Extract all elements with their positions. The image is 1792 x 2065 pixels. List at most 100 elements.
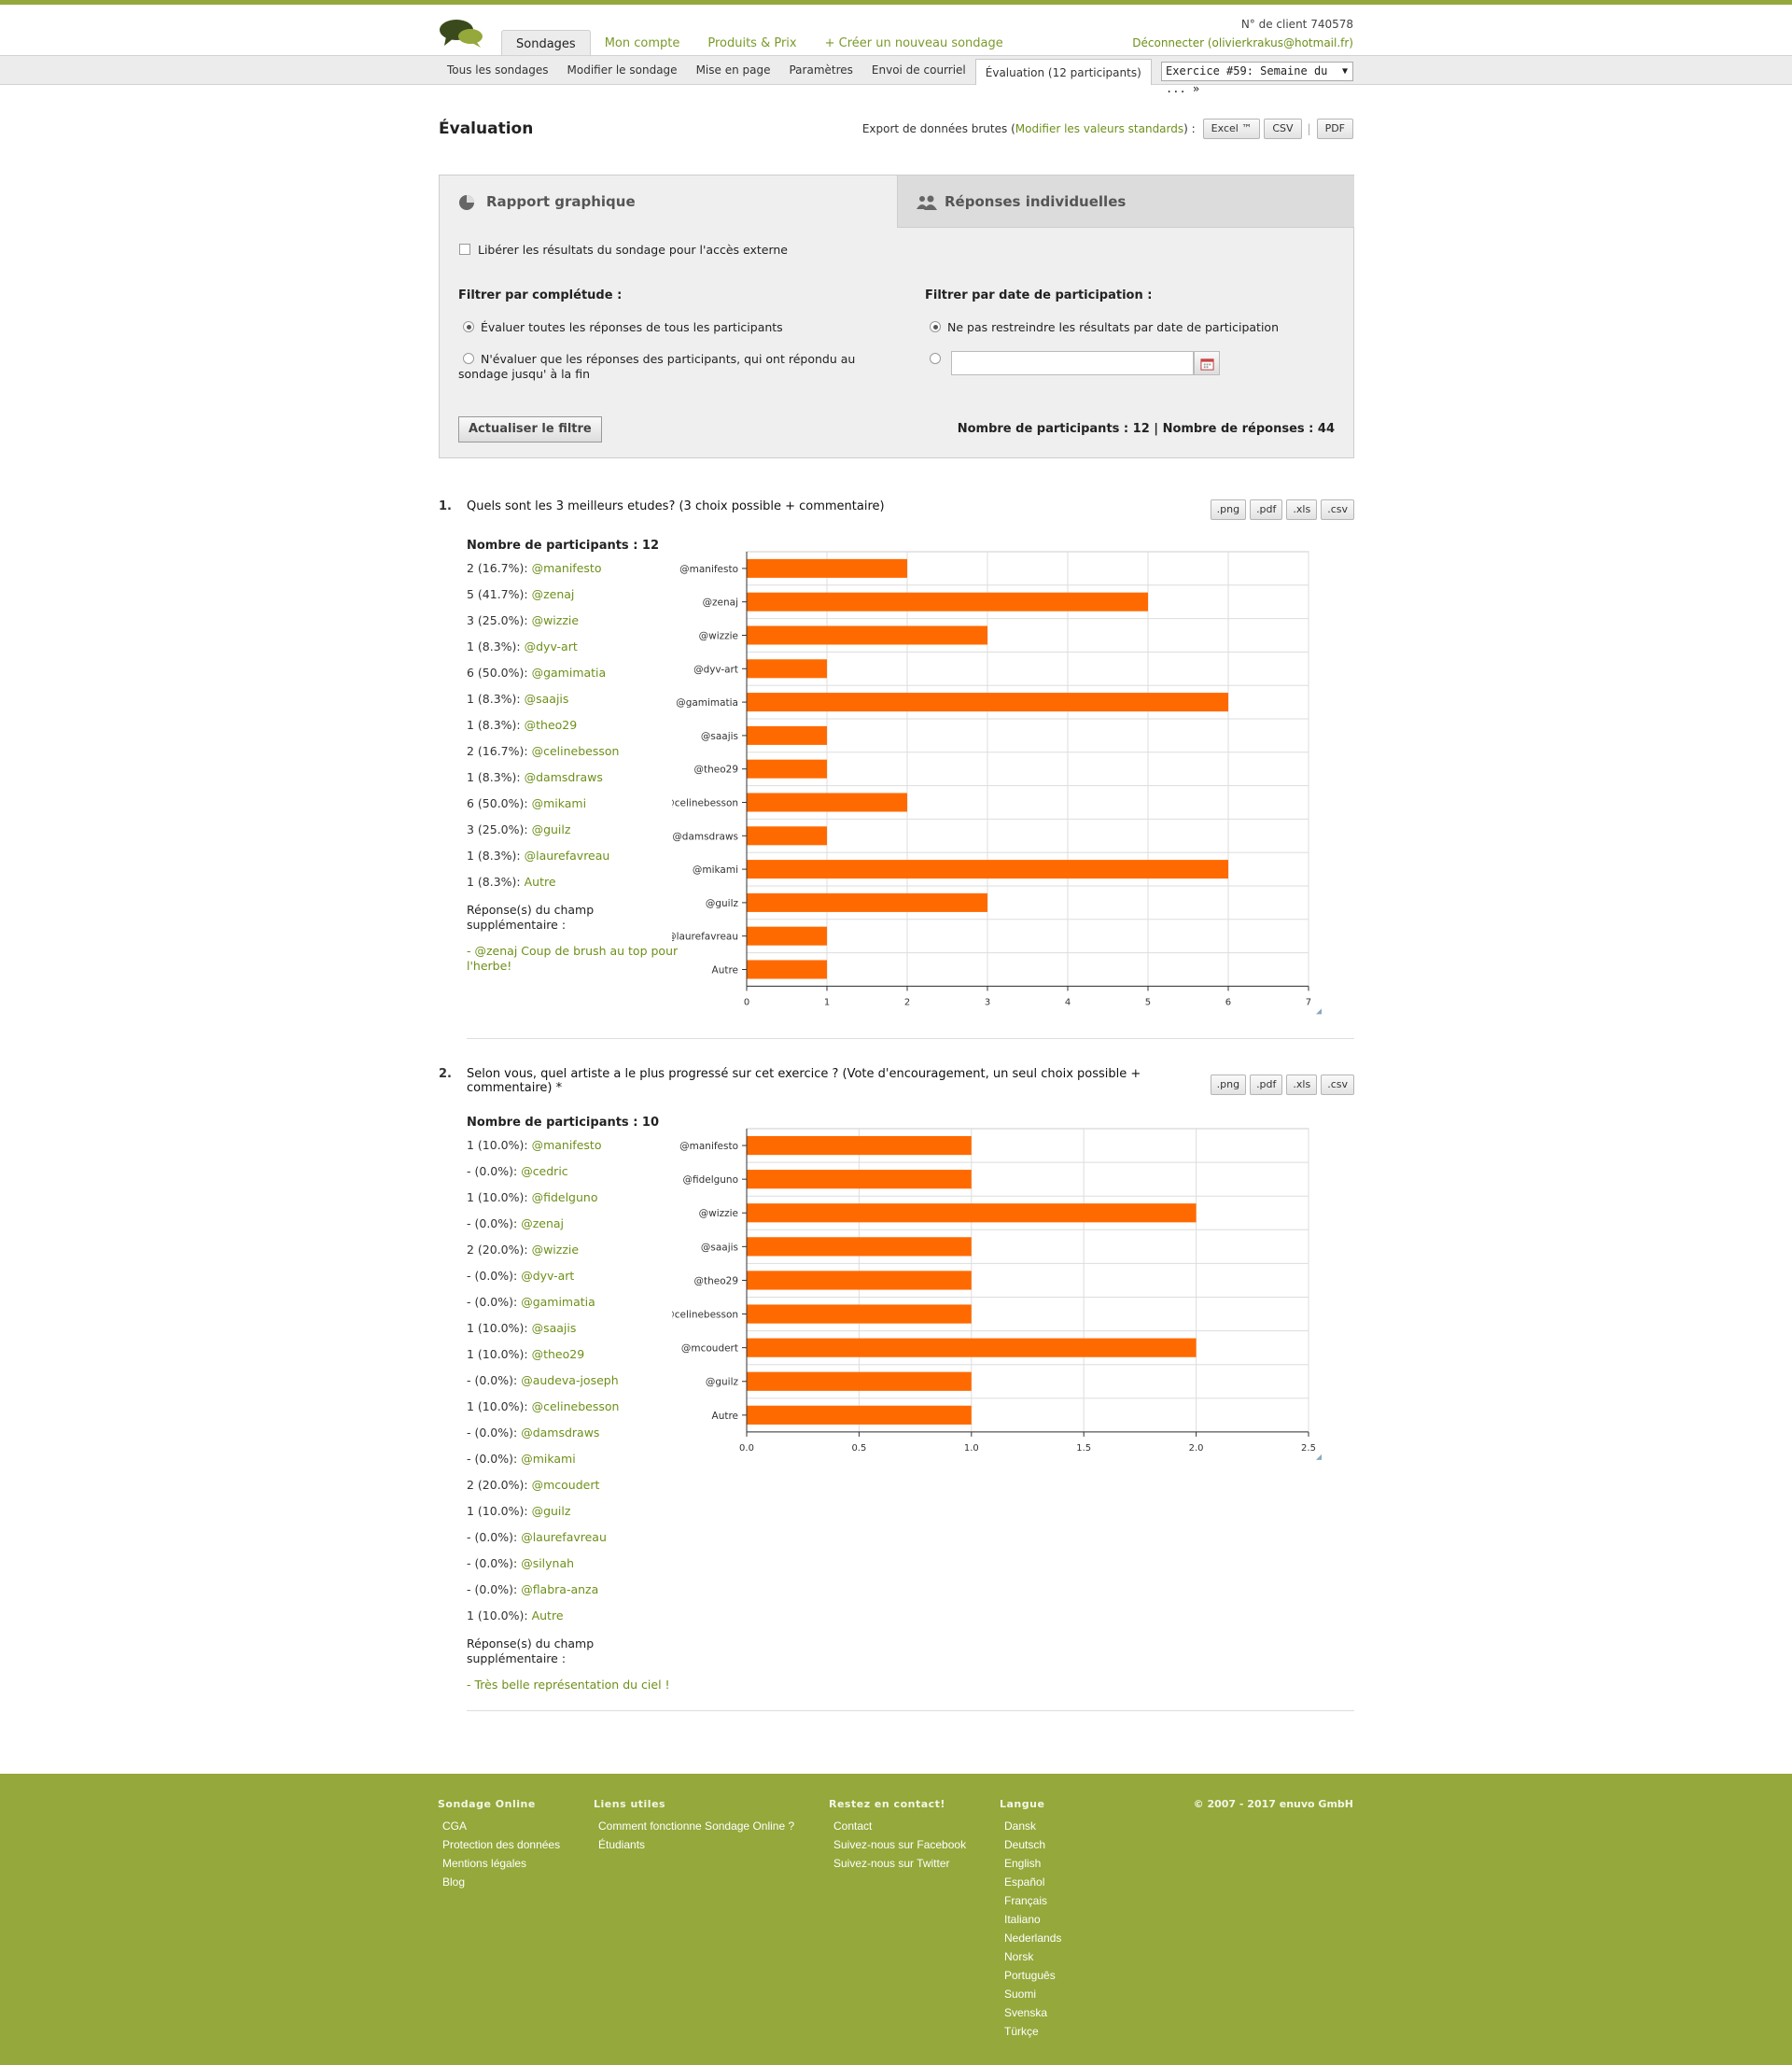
footer-link[interactable]: English	[1004, 1857, 1042, 1870]
stat-option-link[interactable]: @cedric	[521, 1164, 568, 1178]
tab-mon-compte[interactable]: Mon compte	[604, 36, 680, 50]
stat-count: 5 (41.7%):	[467, 587, 532, 601]
footer-link[interactable]: Deutsch	[1004, 1838, 1046, 1851]
extra-field-answer[interactable]: - @zenaj Coup de brush au top pour l'her…	[467, 944, 679, 973]
stat-row: - (0.0%): @dyv-art	[467, 1269, 681, 1295]
stat-option-link[interactable]: @dyv-art	[521, 1269, 575, 1283]
tab-produits-prix[interactable]: Produits & Prix	[707, 36, 797, 50]
footer-link[interactable]: Português	[1004, 1969, 1056, 1982]
footer-link[interactable]: Norsk	[1004, 1950, 1034, 1963]
export-pdf-button[interactable]: .pdf	[1250, 1075, 1283, 1095]
stat-option-link[interactable]: @manifesto	[531, 561, 602, 575]
extra-field-answer[interactable]: - Très belle représentation du ciel !	[467, 1678, 670, 1692]
stat-option-link[interactable]: @damsdraws	[521, 1426, 600, 1440]
export-csv-button[interactable]: .csv	[1321, 1075, 1354, 1095]
extra-field-label: Réponse(s) du champ supplémentaire :	[467, 1637, 595, 1665]
footer-link[interactable]: Suivez-nous sur Twitter	[833, 1857, 950, 1870]
x-tick-label: 1	[824, 997, 830, 1007]
stat-option-link[interactable]: @celinebesson	[531, 744, 620, 758]
stat-option-link[interactable]: @mikami	[521, 1452, 576, 1466]
logout-link[interactable]: Déconnecter (olivierkrakus@hotmail.fr)	[1132, 36, 1353, 49]
stat-option-link[interactable]: Autre	[531, 1608, 564, 1622]
subnav-email[interactable]: Envoi de courriel	[871, 63, 966, 77]
stat-option-link[interactable]: @theo29	[524, 718, 578, 732]
stat-option-link[interactable]: @laurefavreau	[524, 849, 610, 863]
radio-date-range[interactable]	[930, 353, 941, 364]
subnav-all-surveys[interactable]: Tous les sondages	[447, 63, 549, 77]
export-csv-button[interactable]: CSV	[1264, 119, 1302, 139]
subnav-settings[interactable]: Paramètres	[789, 63, 853, 77]
y-tick-label: @zenaj	[703, 597, 738, 609]
footer-link[interactable]: Türkçe	[1004, 2025, 1039, 2038]
stat-option-link[interactable]: @flabra-anza	[521, 1582, 599, 1596]
subnav-evaluation[interactable]: Évaluation (12 participants)	[974, 59, 1152, 85]
radio-all-responses[interactable]	[463, 321, 474, 332]
footer-link[interactable]: Protection des données	[442, 1838, 561, 1851]
footer-link[interactable]: Svenska	[1004, 2006, 1048, 2019]
stat-option-link[interactable]: @saajis	[524, 692, 569, 706]
release-results-checkbox[interactable]	[459, 244, 470, 255]
stat-option-link[interactable]: Autre	[524, 875, 556, 889]
tab-graphic-report[interactable]: Rapport graphique	[440, 176, 897, 228]
tab-create-survey[interactable]: + Créer un nouveau sondage	[824, 36, 1003, 50]
export-png-button[interactable]: .png	[1210, 499, 1247, 520]
stat-option-link[interactable]: @zenaj	[531, 587, 575, 601]
refresh-filter-button[interactable]: Actualiser le filtre	[458, 416, 602, 442]
subnav-edit-survey[interactable]: Modifier le sondage	[567, 63, 678, 77]
logo-icon[interactable]	[439, 18, 485, 49]
footer-link[interactable]: Nederlands	[1004, 1932, 1062, 1945]
stat-option-link[interactable]: @fidelguno	[531, 1190, 598, 1204]
radio-no-date-restriction[interactable]	[930, 321, 941, 332]
stat-option-link[interactable]: @celinebesson	[531, 1399, 620, 1413]
stat-count: 2 (16.7%):	[467, 561, 532, 575]
calendar-button[interactable]	[1194, 351, 1220, 375]
stat-option-link[interactable]: @dyv-art	[524, 639, 578, 653]
exercise-select[interactable]: Exercice #59: Semaine du ... » ▼	[1161, 62, 1353, 95]
export-pdf-button[interactable]: PDF	[1316, 119, 1353, 139]
stat-option-link[interactable]: @damsdraws	[524, 770, 603, 784]
export-excel-button[interactable]: Excel ™	[1202, 119, 1261, 139]
radio-complete-responses[interactable]	[463, 353, 474, 364]
stat-option-link[interactable]: @manifesto	[531, 1138, 602, 1152]
stat-option-link[interactable]: @gamimatia	[521, 1295, 595, 1309]
footer-link[interactable]: Español	[1004, 1875, 1045, 1889]
modify-defaults-link[interactable]: Modifier les valeurs standards	[1015, 122, 1184, 135]
stat-option-link[interactable]: @laurefavreau	[521, 1530, 607, 1544]
stat-option-link[interactable]: @audeva-joseph	[521, 1373, 619, 1387]
stat-option-link[interactable]: @zenaj	[521, 1216, 564, 1230]
stat-option-link[interactable]: @mcoudert	[531, 1478, 600, 1492]
stat-row: 1 (8.3%): @saajis	[467, 692, 681, 718]
stat-count: - (0.0%):	[467, 1216, 522, 1230]
subnav-layout[interactable]: Mise en page	[695, 63, 771, 77]
stat-option-link[interactable]: @mikami	[531, 796, 587, 810]
stat-option-link[interactable]: @gamimatia	[531, 666, 607, 680]
footer-link[interactable]: Dansk	[1004, 1819, 1037, 1833]
export-xls-button[interactable]: .xls	[1286, 499, 1318, 520]
export-png-button[interactable]: .png	[1210, 1075, 1247, 1095]
stat-option-link[interactable]: @wizzie	[531, 613, 580, 627]
stat-option-link[interactable]: @wizzie	[531, 1243, 580, 1257]
stat-option-link[interactable]: @theo29	[531, 1347, 585, 1361]
stat-option-link[interactable]: @silynah	[521, 1556, 575, 1570]
stat-row: 1 (10.0%): @manifesto	[467, 1138, 681, 1164]
footer-link[interactable]: Étudiants	[598, 1838, 646, 1851]
question-stats: Nombre de participants : 12 2 (16.7%): @m…	[467, 539, 681, 974]
export-pdf-button[interactable]: .pdf	[1250, 499, 1283, 520]
footer-link[interactable]: Suivez-nous sur Facebook	[833, 1838, 967, 1851]
footer-link[interactable]: Suomi	[1004, 1988, 1037, 2001]
export-csv-button[interactable]: .csv	[1321, 499, 1354, 520]
footer-link[interactable]: Contact	[833, 1819, 873, 1833]
date-input[interactable]	[951, 351, 1194, 375]
footer-link[interactable]: Blog	[442, 1875, 466, 1889]
stat-option-link[interactable]: @saajis	[531, 1321, 577, 1335]
footer-link[interactable]: CGA	[442, 1819, 468, 1833]
footer-link[interactable]: Italiano	[1004, 1913, 1041, 1926]
footer-link[interactable]: Comment fonctionne Sondage Online ?	[598, 1819, 795, 1833]
footer-link[interactable]: Mentions légales	[442, 1857, 527, 1870]
stat-option-link[interactable]: @guilz	[531, 1504, 571, 1518]
export-xls-button[interactable]: .xls	[1286, 1075, 1318, 1095]
footer-link[interactable]: Français	[1004, 1894, 1048, 1907]
stat-option-link[interactable]: @guilz	[531, 822, 571, 836]
tab-individual-responses[interactable]: Réponses individuelles	[897, 176, 1354, 228]
tab-sondages[interactable]: Sondages	[501, 30, 591, 60]
